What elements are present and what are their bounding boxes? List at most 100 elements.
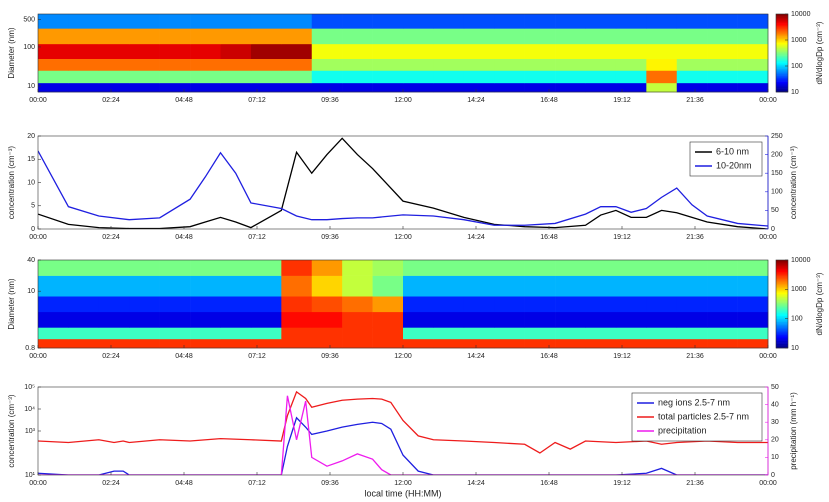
colorbar-frame — [775, 13, 789, 93]
heatmap-cell — [676, 82, 708, 93]
heatmap-cell — [646, 260, 678, 276]
heatmap-cell — [342, 296, 373, 313]
heatmap-cell — [646, 28, 678, 45]
heatmap-cell — [433, 327, 465, 340]
x-axis-label: local time (HH:MM) — [364, 488, 441, 498]
heatmap-cell — [646, 311, 678, 328]
y-tick-label: 0 — [31, 226, 35, 233]
x-tick-label: 07:12 — [248, 97, 266, 104]
heatmap-cell — [463, 338, 495, 349]
colorbar-segment — [776, 343, 788, 346]
legend-label: neg ions 2.5-7 nm — [658, 397, 730, 407]
heatmap-cell — [250, 260, 282, 276]
colorbar-segment — [776, 286, 788, 289]
colorbar-segment — [776, 262, 788, 265]
heatmap-cell — [676, 311, 708, 328]
heatmap-cell — [190, 28, 221, 45]
colorbar-segment — [776, 273, 788, 275]
colorbar-segment — [776, 287, 788, 290]
heatmap-cell — [38, 43, 69, 59]
heatmap-cell — [38, 275, 69, 297]
y-tick-label: 40 — [27, 257, 35, 264]
heatmap-cell — [342, 327, 373, 340]
heatmap-cell — [98, 43, 130, 59]
colorbar-segment — [776, 49, 788, 51]
heatmap-cell — [68, 296, 100, 313]
y-tick-label: 10¹ — [25, 472, 36, 479]
heatmap-cell — [159, 58, 191, 71]
colorbar-tick-label: 10 — [791, 89, 799, 96]
heatmap-cell — [403, 338, 434, 349]
heatmap-cell — [463, 327, 495, 340]
heatmap-cell — [676, 58, 708, 71]
y-tick-label: 10 — [27, 179, 35, 186]
heatmap-cell — [159, 311, 191, 328]
heatmap-cell — [190, 82, 221, 93]
heatmap-cell — [585, 311, 617, 328]
heatmap-cell — [342, 28, 373, 45]
colorbar-segment — [776, 328, 788, 331]
heatmap-cell — [524, 311, 556, 328]
legend-box — [689, 141, 763, 177]
series-line — [38, 416, 768, 475]
heatmap-cell — [646, 43, 678, 59]
x-tick-label: 12:00 — [394, 353, 412, 360]
heatmap-cell — [311, 296, 343, 313]
heatmap-cell — [311, 311, 343, 328]
y2-tick-label: 0 — [771, 226, 775, 233]
x-tick-label: 00:00 — [759, 480, 777, 487]
heatmap-cell — [281, 311, 313, 328]
colorbar-segment — [776, 47, 788, 50]
heatmap-cell — [38, 14, 69, 29]
y-tick-label: 0.8 — [25, 345, 35, 352]
heatmap-cell — [250, 43, 282, 59]
heatmap-cell — [707, 260, 738, 276]
colorbar-segment — [776, 27, 788, 29]
heatmap-cell — [372, 275, 404, 297]
y2-tick-label: 150 — [771, 170, 783, 177]
colorbar-frame — [775, 259, 789, 349]
colorbar-segment — [776, 56, 788, 59]
heatmap-cell — [98, 70, 130, 84]
colorbar-segment — [776, 289, 788, 292]
heatmap-cell — [737, 260, 769, 276]
heatmap-cell — [646, 275, 678, 297]
series-line — [38, 137, 768, 229]
heatmap-cell — [38, 70, 69, 84]
heatmap-cell — [281, 338, 313, 349]
colorbar-tick-label: 10 — [791, 345, 799, 352]
colorbar-segment — [776, 327, 788, 330]
heatmap-cell — [190, 327, 221, 340]
heatmap-cell — [555, 275, 586, 297]
heatmap-cell — [281, 82, 313, 93]
x-tick-label: 21:36 — [686, 353, 704, 360]
heatmap-cell — [38, 327, 69, 340]
heatmap-cell — [494, 28, 525, 45]
heatmap-cell — [463, 260, 495, 276]
x-tick-label: 14:24 — [467, 234, 485, 241]
colorbar-segment — [776, 30, 788, 33]
heatmap-cell — [129, 275, 160, 297]
heatmap-cell — [372, 296, 404, 313]
heatmap-cell — [159, 82, 191, 93]
heatmap-cell — [190, 70, 221, 84]
heatmap-cell — [615, 327, 647, 340]
colorbar-segment — [776, 306, 788, 309]
colorbar-segment — [776, 46, 788, 49]
heatmap-cell — [159, 260, 191, 276]
x-tick-label: 00:00 — [29, 234, 47, 241]
y2-tick-label: 50 — [771, 384, 779, 391]
heatmap-cell — [646, 338, 678, 349]
heatmap-cell — [555, 260, 586, 276]
x-tick-label: 19:12 — [613, 97, 631, 104]
heatmap-cell — [737, 43, 769, 59]
colorbar-segment — [776, 290, 788, 293]
colorbar-segment — [776, 305, 788, 308]
colorbar-segment — [776, 267, 788, 270]
heatmap-cell — [463, 311, 495, 328]
heatmap-cell — [524, 82, 556, 93]
colorbar-segment — [776, 88, 788, 90]
y-tick-label: 10 — [27, 83, 35, 90]
colorbar-segment — [776, 309, 788, 312]
colorbar-segment — [776, 284, 788, 287]
